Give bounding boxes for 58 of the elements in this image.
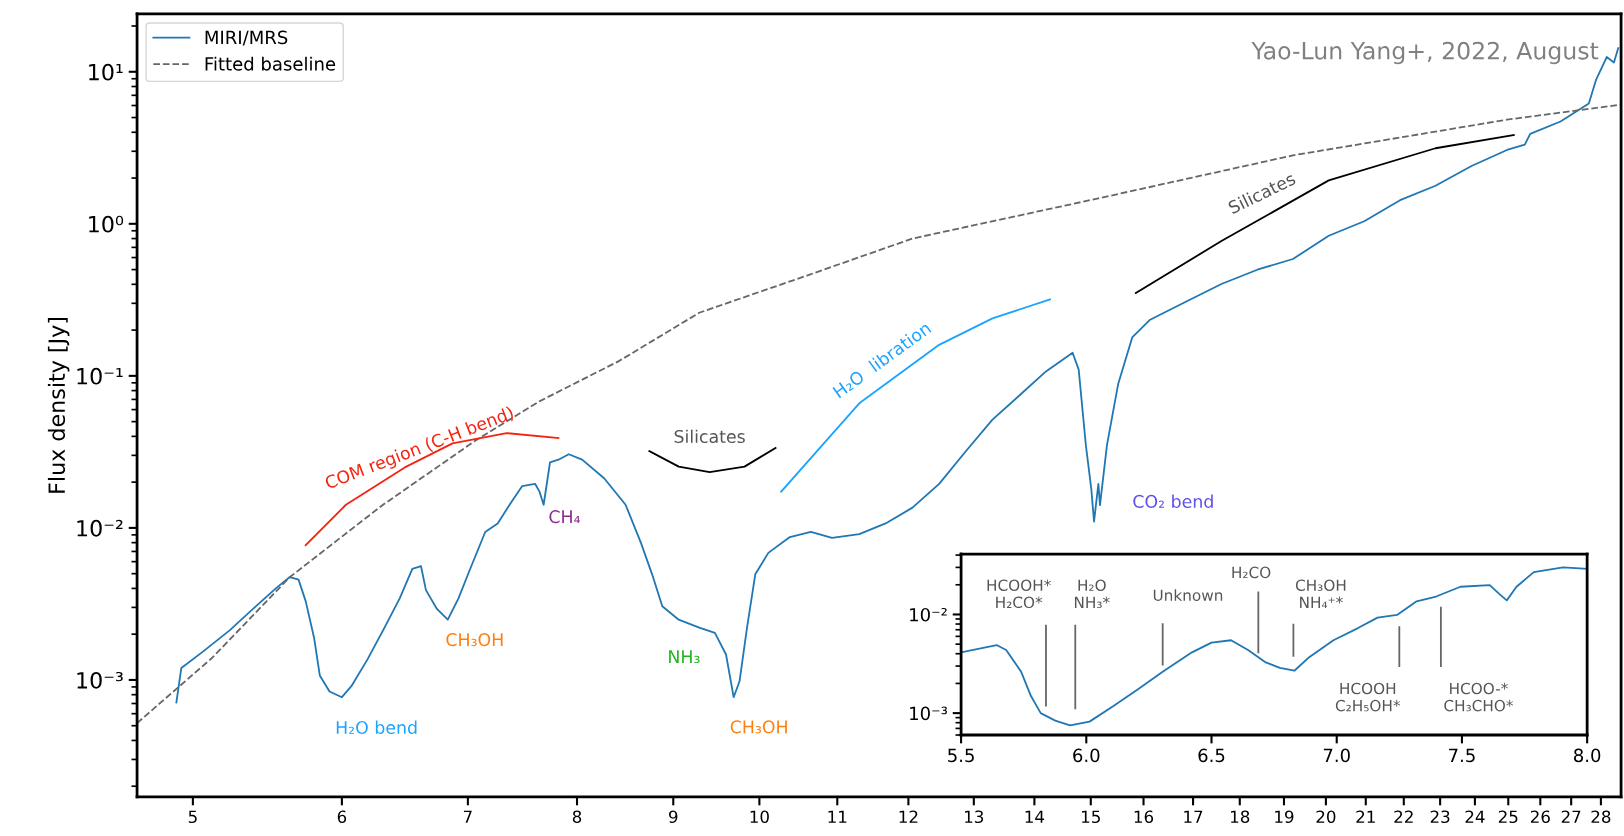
annotation: H₂O bend <box>336 720 417 735</box>
x-tick-label: 23 <box>1430 810 1450 824</box>
x-tick-label: 13 <box>965 810 984 824</box>
y-tick-label: 10¹ <box>89 63 123 81</box>
y-tick-label: 10⁻³ <box>77 671 123 689</box>
x-tick-label: 5 <box>188 810 197 824</box>
x-tick-label: 10 <box>750 810 769 824</box>
annotation: HCOOH C₂H₅OH* <box>1335 682 1401 712</box>
x-tick-label: 19 <box>1275 810 1294 824</box>
x-tick-label: 26 <box>1530 810 1550 824</box>
annotation: HCOO-* CH₃CHO* <box>1444 682 1514 712</box>
line-series <box>961 566 1588 727</box>
x-tick-label: 27 <box>1561 810 1581 823</box>
y-tick-label: 10⁻² <box>77 519 123 537</box>
annotation: CH₄ <box>549 510 580 524</box>
y-tick-label: 10⁰ <box>89 215 124 233</box>
legend-label: Fitted baseline <box>205 56 336 71</box>
x-tick-label: 7.0 <box>1323 748 1350 763</box>
x-tick-label: 14 <box>1025 810 1045 823</box>
x-tick-label: 7.5 <box>1449 748 1475 763</box>
annotation: H₂O NH₃* <box>1074 579 1110 609</box>
line-series <box>648 446 777 473</box>
annotation: H₂CO <box>1232 566 1271 579</box>
x-tick-label: 11 <box>828 810 847 823</box>
x-tick-label: 5.5 <box>948 748 974 763</box>
x-tick-label: 20 <box>1316 810 1336 824</box>
x-tick-label: 16 <box>1134 810 1154 824</box>
annotation: Silicates <box>674 429 745 444</box>
annotation: HCOOH* H₂CO* <box>987 579 1051 609</box>
annotation: Yao-Lun Yang+, 2022, August <box>1251 41 1599 65</box>
x-tick-label: 8.0 <box>1574 748 1601 763</box>
x-tick-label: 17 <box>1184 810 1203 823</box>
annotation: CH₃OH <box>446 633 503 647</box>
annotation: CH₃OH <box>730 720 787 734</box>
x-tick-label: 25 <box>1498 810 1518 824</box>
annotation: Unknown <box>1153 589 1223 601</box>
y-tick-label: 10⁻³ <box>910 706 947 721</box>
legend-label: MIRI/MRS <box>205 30 288 46</box>
x-tick-label: 6.0 <box>1073 748 1100 763</box>
x-tick-label: 15 <box>1082 810 1100 824</box>
x-tick-label: 7 <box>463 810 472 823</box>
x-tick-label: 9 <box>669 810 678 824</box>
x-tick-label: 21 <box>1356 810 1375 823</box>
x-tick-label: 12 <box>899 810 918 823</box>
annotation: COM region (C-H bend) <box>324 405 516 493</box>
x-tick-label: 8 <box>572 810 582 824</box>
annotation: CO₂ bend <box>1133 494 1213 508</box>
x-tick-label: 18 <box>1231 810 1250 824</box>
y-tick-label: 10⁻² <box>910 607 947 622</box>
annotation: NH₃ <box>669 650 700 664</box>
annotation: CH₃OH NH₄⁺* <box>1295 579 1346 608</box>
x-tick-label: 22 <box>1394 810 1413 823</box>
x-tick-label: 24 <box>1465 810 1485 823</box>
x-tick-label: 28 <box>1591 810 1611 824</box>
x-tick-label: 6.5 <box>1198 748 1225 763</box>
x-tick-label: 6 <box>337 810 347 824</box>
y-tick-label: 10⁻¹ <box>77 367 123 385</box>
y-axis-title: Flux density [Jy] <box>47 317 70 493</box>
